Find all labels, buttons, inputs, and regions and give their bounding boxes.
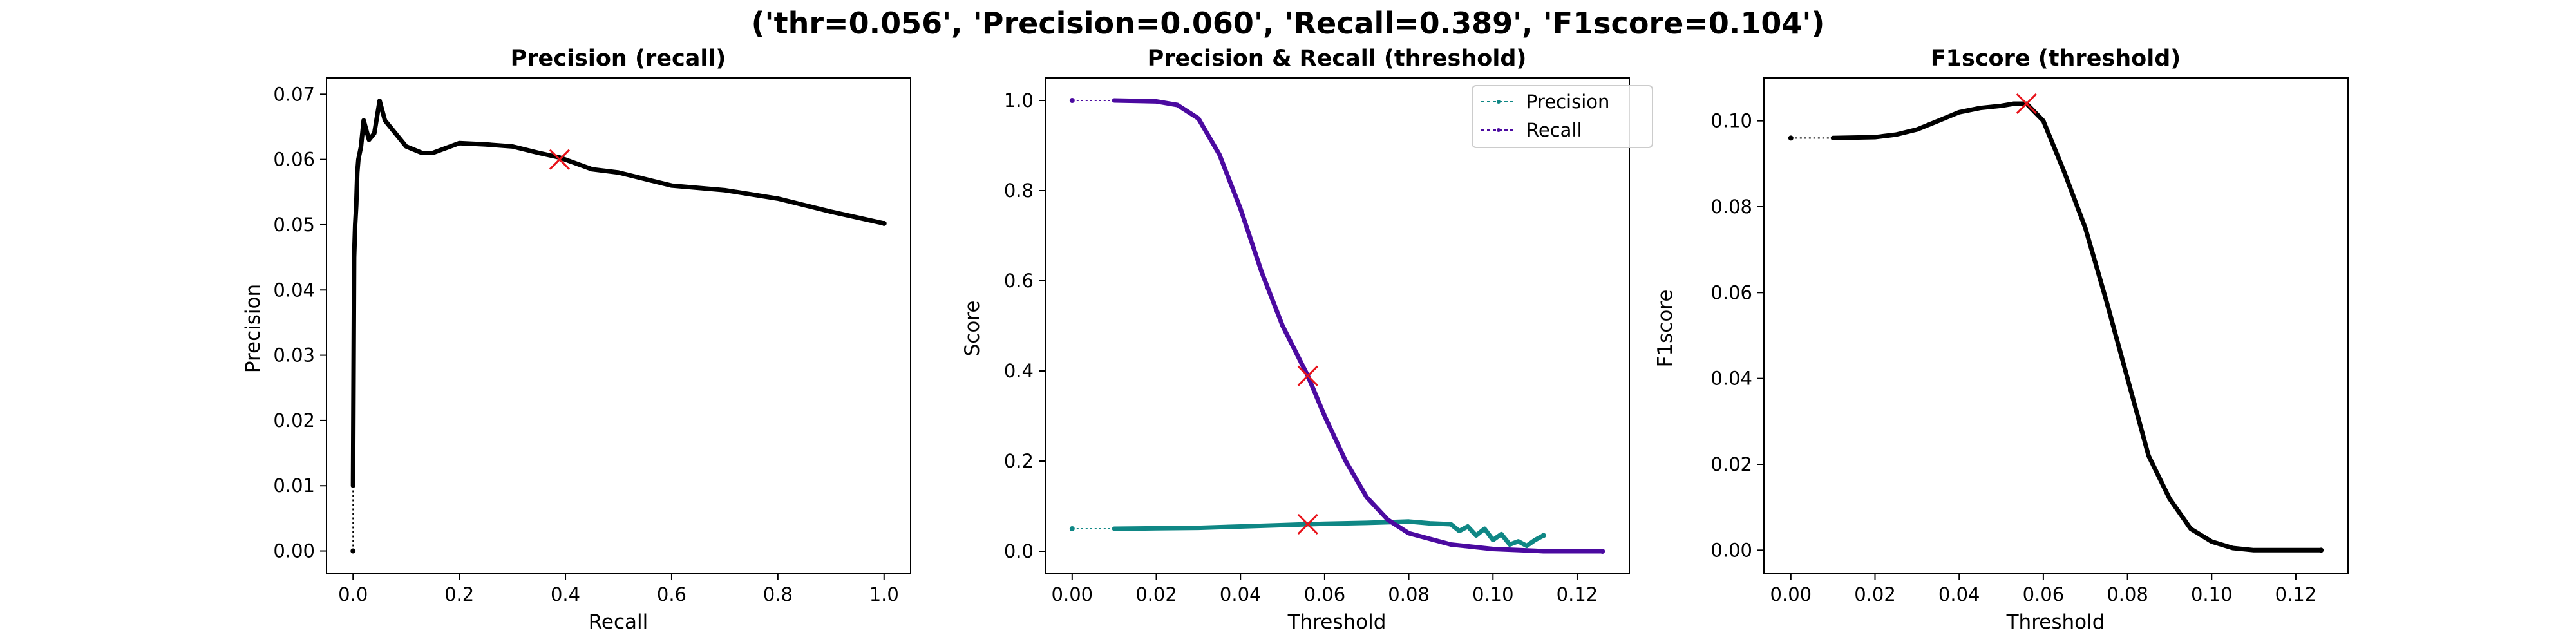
panel-precision-recall-threshold: Precision & Recall (threshold) Threshold… bbox=[961, 46, 1653, 634]
series-line-0 bbox=[350, 99, 887, 488]
y-tick-label: 0.2 bbox=[1004, 450, 1034, 472]
axes-frame bbox=[1763, 77, 2349, 574]
legend-frame bbox=[1472, 85, 1653, 148]
best-threshold-marker bbox=[1297, 513, 1318, 535]
plot-area: 0.00 0.02 0.04 0.06 0.08 0.10 0.12 0.00 0.02 0.04… bbox=[1710, 77, 2349, 605]
series-line-0 bbox=[1830, 101, 2324, 553]
y-tick-label: 1.0 bbox=[1004, 90, 1034, 111]
x-tick-label: 0.08 bbox=[1388, 583, 1430, 605]
x-tick-label: 0.6 bbox=[657, 583, 687, 605]
series-line-precision bbox=[1112, 519, 1546, 549]
legend-label-precision: Precision bbox=[1526, 91, 1609, 113]
series-start-point bbox=[1788, 135, 1794, 141]
x-tick-label: 1.0 bbox=[869, 583, 899, 605]
x-tick-label: 0.02 bbox=[1135, 583, 1177, 605]
y-tick-label: 0.07 bbox=[273, 83, 315, 105]
y-axis-label: Score bbox=[961, 301, 984, 357]
x-axis-label: Recall bbox=[589, 611, 649, 634]
plot-area: 0.0 0.2 0.4 0.6 0.8 1.0 0.00 0.01 0.02 0.03 0.04 0.… bbox=[273, 77, 911, 605]
panel-title: F1score (threshold) bbox=[1931, 46, 2181, 71]
series-end-point bbox=[881, 220, 887, 226]
x-tick-label: 0.8 bbox=[763, 583, 793, 605]
x-tick-label: 0.10 bbox=[2191, 583, 2233, 605]
y-tick-label: 0.4 bbox=[1004, 360, 1034, 382]
y-tick-label: 0.6 bbox=[1004, 270, 1034, 292]
y-tick-label: 0.04 bbox=[273, 279, 315, 301]
best-threshold-marker bbox=[2016, 93, 2037, 115]
legend-marker-precision bbox=[1497, 100, 1501, 104]
panel-title: Precision (recall) bbox=[511, 46, 726, 71]
x-tick-label: 0.10 bbox=[1472, 583, 1514, 605]
best-threshold-marker bbox=[1297, 365, 1318, 386]
plot-area: 0.00 0.02 0.04 0.06 0.08 0.10 0.12 0.0 0.2 0.4 0.6… bbox=[1004, 77, 1630, 605]
y-tick-label: 0.08 bbox=[1710, 196, 1752, 218]
best-threshold-marker bbox=[549, 149, 571, 170]
y-tick-label: 0.00 bbox=[273, 540, 315, 562]
panel-precision-recall: Precision (recall) Recall Precision 0.0 0… bbox=[242, 46, 911, 634]
legend-label-recall: Recall bbox=[1526, 119, 1582, 141]
y-tick-label: 0.10 bbox=[1710, 110, 1752, 132]
series-end-point bbox=[2318, 547, 2324, 553]
x-tick-label: 0.04 bbox=[1938, 583, 1980, 605]
axes-frame bbox=[1045, 77, 1630, 574]
series-line-recall bbox=[1112, 98, 1605, 554]
x-tick-label: 0.4 bbox=[551, 583, 580, 605]
y-tick-label: 0.02 bbox=[1710, 453, 1752, 475]
legend-marker-recall bbox=[1497, 128, 1501, 132]
y-tick-label: 0.01 bbox=[273, 475, 315, 497]
panel-title: Precision & Recall (threshold) bbox=[1148, 46, 1527, 71]
x-tick-label: 0.06 bbox=[2023, 583, 2065, 605]
y-axis-label: F1score bbox=[1654, 290, 1677, 368]
x-tick-label: 0.00 bbox=[1052, 583, 1094, 605]
y-tick-label: 0.00 bbox=[1710, 539, 1752, 561]
series-start-point bbox=[1069, 98, 1075, 103]
panel-f1score-threshold: F1score (threshold) Threshold F1score 0.… bbox=[1654, 46, 2349, 634]
y-tick-label: 0.06 bbox=[1710, 281, 1752, 303]
y-tick-label: 0.0 bbox=[1004, 540, 1034, 562]
axes-frame bbox=[326, 77, 911, 574]
x-tick-label: 0.2 bbox=[444, 583, 474, 605]
x-tick-label: 0.02 bbox=[1854, 583, 1896, 605]
y-tick-label: 0.8 bbox=[1004, 180, 1034, 202]
series-start-point bbox=[1069, 526, 1075, 531]
series-end-point bbox=[1600, 549, 1605, 554]
x-axis-label: Threshold bbox=[1287, 611, 1387, 634]
x-tick-label: 0.04 bbox=[1220, 583, 1262, 605]
y-axis-label: Precision bbox=[242, 284, 265, 373]
x-tick-label: 0.12 bbox=[1557, 583, 1598, 605]
x-tick-label: 0.00 bbox=[1770, 583, 1812, 605]
x-axis-label: Threshold bbox=[2006, 611, 2105, 634]
y-tick-label: 0.03 bbox=[273, 345, 315, 366]
y-tick-label: 0.02 bbox=[273, 410, 315, 431]
figure-suptitle: ('thr=0.056', 'Precision=0.060', 'Recall… bbox=[752, 6, 1825, 41]
x-tick-label: 0.0 bbox=[338, 583, 368, 605]
x-tick-label: 0.06 bbox=[1304, 583, 1346, 605]
legend: Precision Recall bbox=[1472, 85, 1653, 148]
y-tick-label: 0.06 bbox=[273, 149, 315, 171]
x-tick-label: 0.12 bbox=[2275, 583, 2317, 605]
y-tick-label: 0.05 bbox=[273, 214, 315, 236]
x-tick-label: 0.08 bbox=[2107, 583, 2148, 605]
series-start-point bbox=[350, 548, 356, 554]
series-end-point bbox=[1540, 533, 1546, 538]
y-tick-label: 0.04 bbox=[1710, 368, 1752, 390]
